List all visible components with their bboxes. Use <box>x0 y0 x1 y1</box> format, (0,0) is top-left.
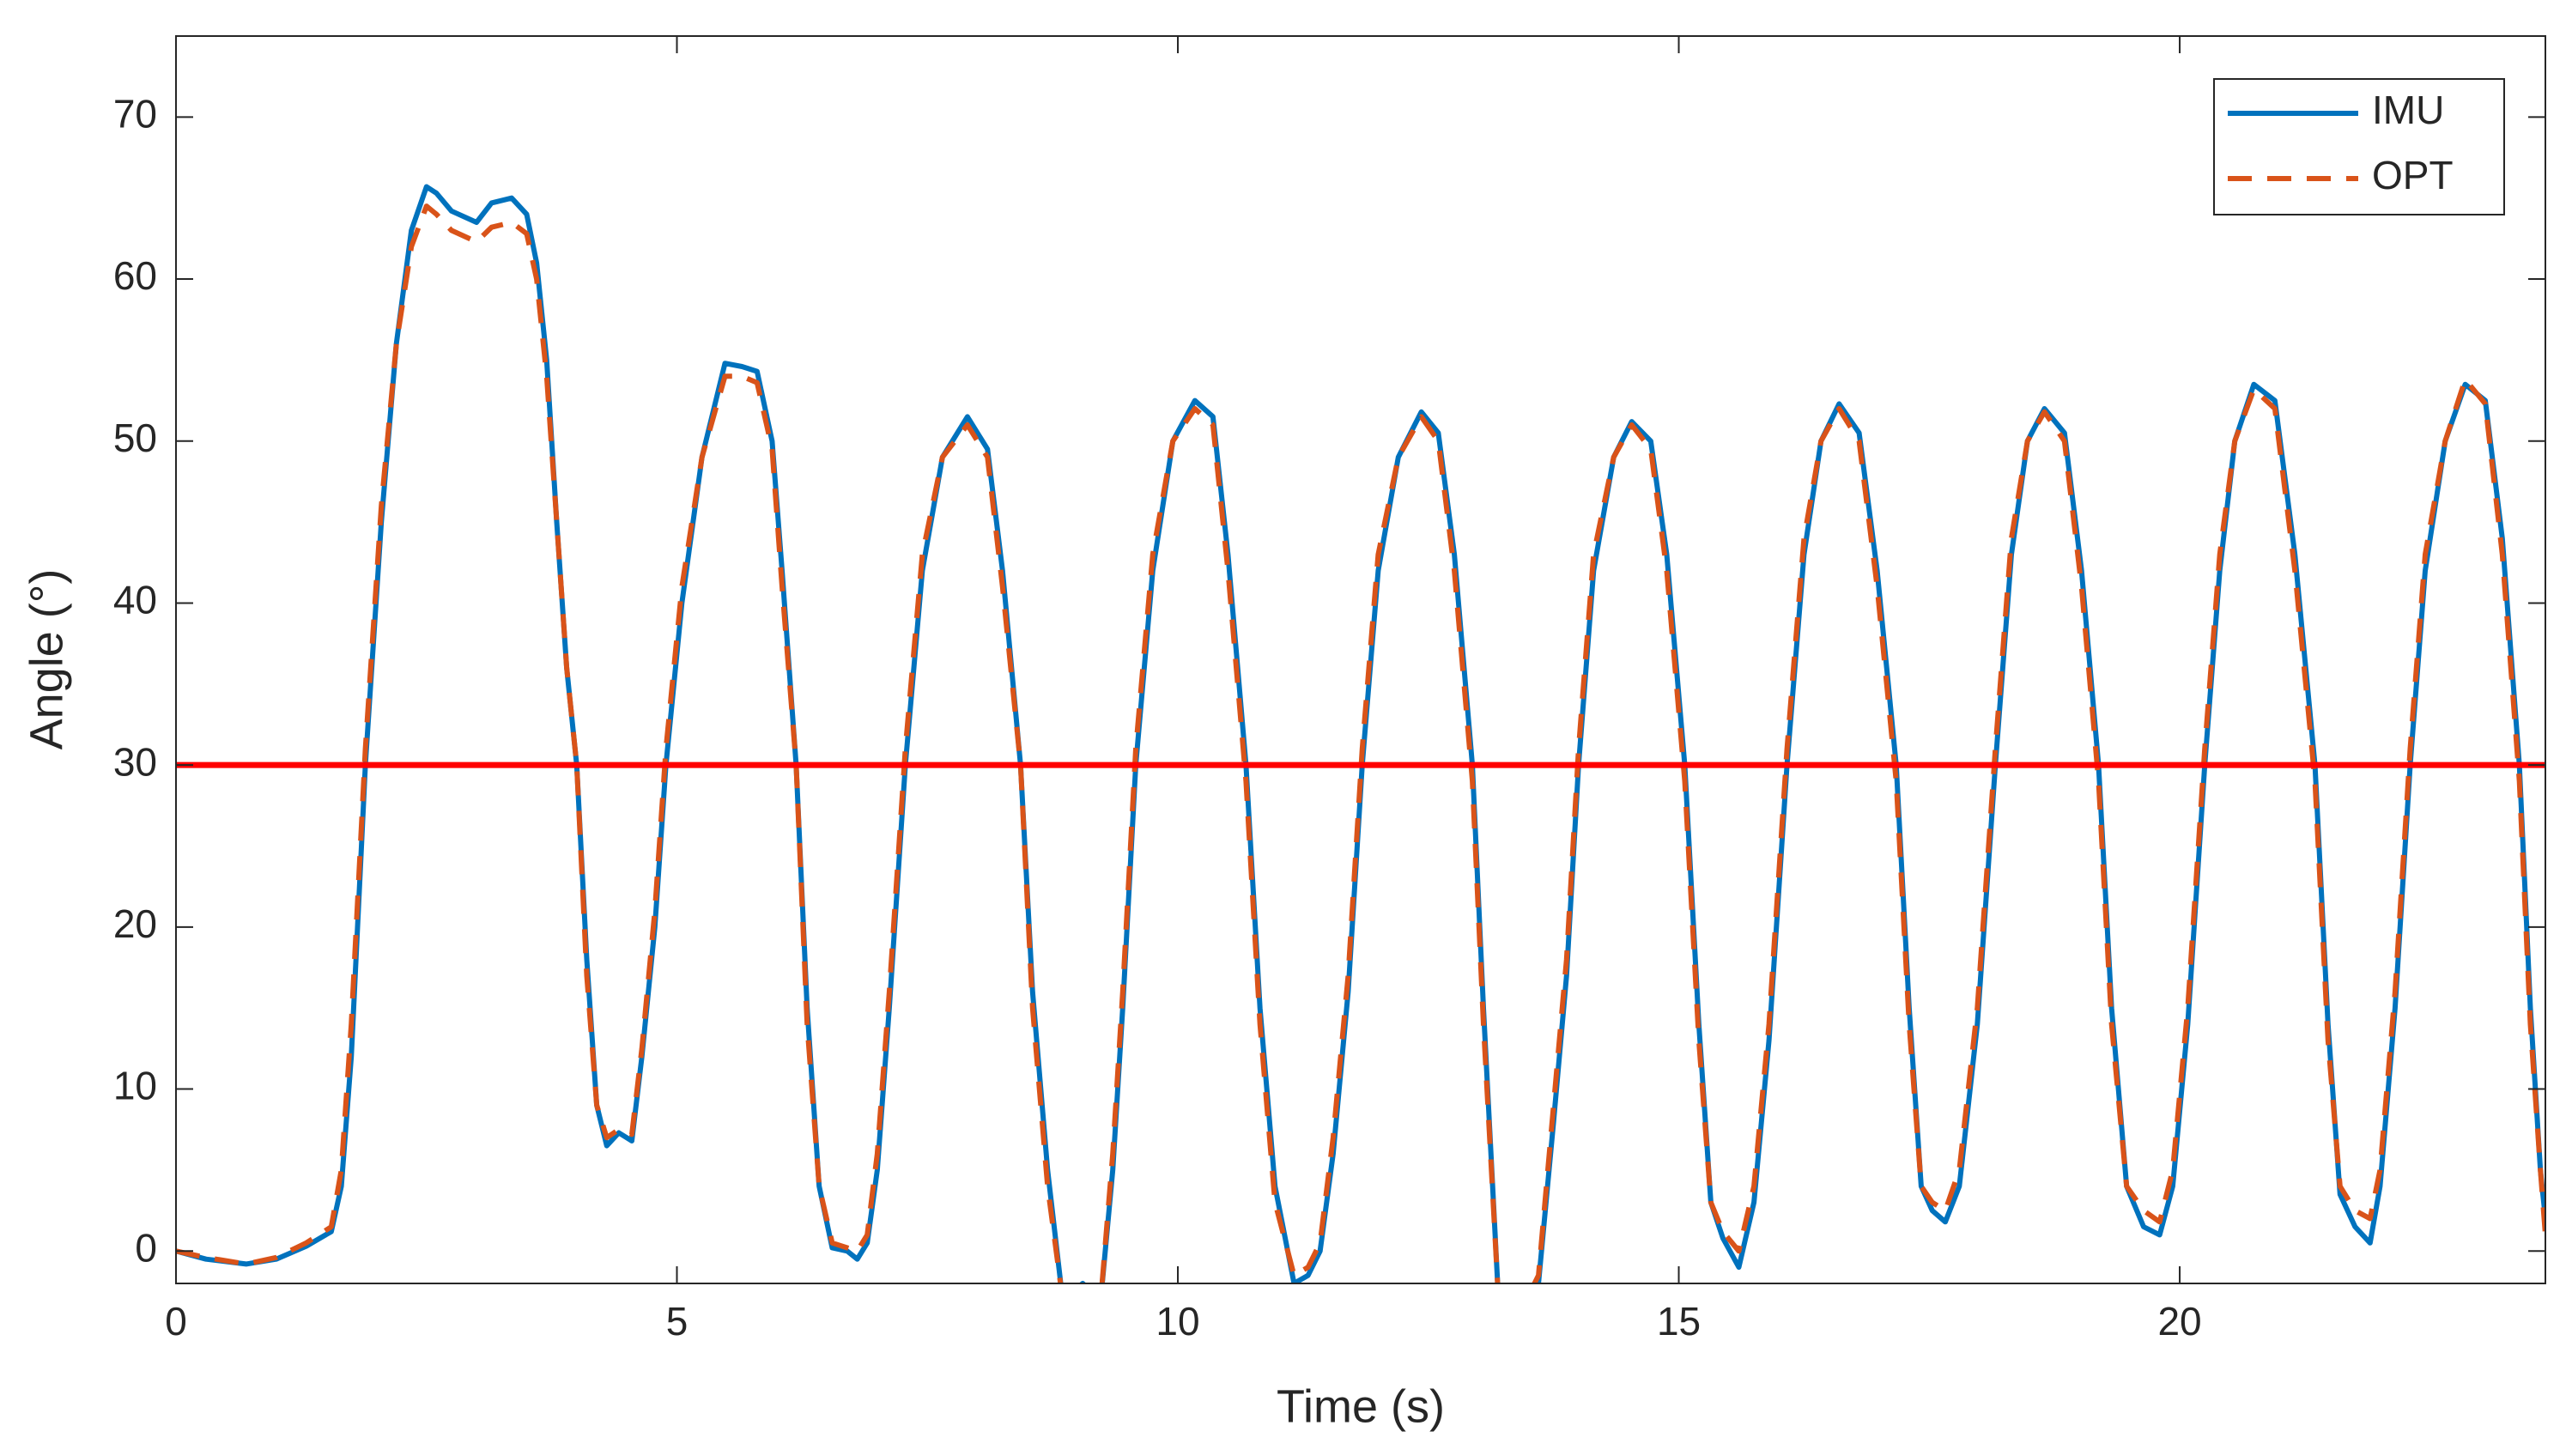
x-tick-label: 20 <box>2157 1299 2201 1344</box>
y-tick-label: 20 <box>113 901 157 946</box>
y-tick-label: 50 <box>113 416 157 460</box>
y-axis-label: Angle (°) <box>21 569 72 750</box>
series-line <box>176 203 2545 1283</box>
y-tick-label: 70 <box>113 92 157 136</box>
x-tick-label: 5 <box>666 1299 688 1344</box>
axes-layer: 0 5 10 15 20 0 10 20 30 40 50 60 70 <box>113 35 2546 1344</box>
legend-box <box>2213 78 2505 215</box>
x-tick-label: 15 <box>1657 1299 1701 1344</box>
x-tick-label: 0 <box>165 1299 187 1344</box>
plot-layer <box>176 184 2545 1283</box>
legend: IMU OPT <box>2213 78 2505 215</box>
y-tick-label: 0 <box>135 1225 157 1270</box>
y-tick-label: 30 <box>113 739 157 784</box>
x-tick-label: 10 <box>1156 1299 1199 1344</box>
y-tick-label: 40 <box>113 578 157 622</box>
y-tick-label: 10 <box>113 1064 157 1108</box>
axes-box <box>175 35 2546 1284</box>
x-axis-label: Time (s) <box>1277 1380 1445 1432</box>
plot-area <box>176 36 2545 1283</box>
legend-label: IMU <box>2372 88 2444 132</box>
legend-label: OPT <box>2372 153 2454 197</box>
y-tick-label: 60 <box>113 253 157 298</box>
